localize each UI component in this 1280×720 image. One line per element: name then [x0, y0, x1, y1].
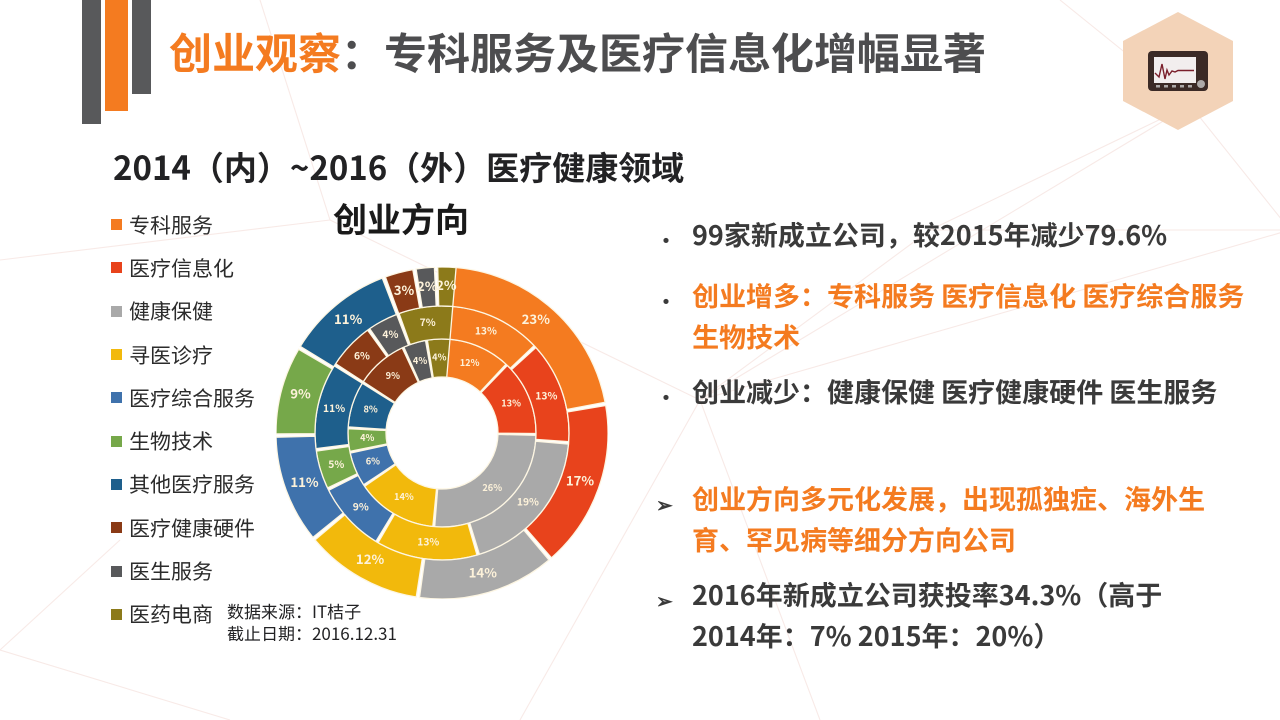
- svg-text:4%: 4%: [413, 353, 427, 367]
- svg-text:7%: 7%: [420, 314, 436, 329]
- svg-text:11%: 11%: [290, 472, 319, 491]
- svg-text:4%: 4%: [432, 350, 446, 364]
- svg-text:13%: 13%: [535, 387, 557, 402]
- svg-text:19%: 19%: [517, 493, 539, 508]
- svg-text:9%: 9%: [290, 384, 311, 403]
- svg-text:14%: 14%: [469, 562, 498, 581]
- svg-text:2%: 2%: [417, 276, 438, 295]
- svg-text:11%: 11%: [334, 309, 363, 328]
- svg-text:4%: 4%: [360, 430, 374, 444]
- svg-text:4%: 4%: [382, 326, 398, 341]
- svg-text:6%: 6%: [354, 348, 370, 363]
- svg-text:13%: 13%: [501, 395, 521, 409]
- svg-text:9%: 9%: [353, 499, 369, 514]
- svg-text:12%: 12%: [356, 549, 385, 568]
- svg-text:13%: 13%: [475, 322, 497, 337]
- svg-text:11%: 11%: [323, 400, 345, 415]
- svg-text:17%: 17%: [566, 471, 595, 490]
- svg-text:13%: 13%: [417, 533, 439, 548]
- svg-text:9%: 9%: [386, 368, 400, 382]
- svg-text:2%: 2%: [436, 275, 457, 294]
- svg-text:5%: 5%: [328, 456, 344, 471]
- svg-text:8%: 8%: [363, 402, 377, 416]
- svg-text:26%: 26%: [482, 480, 502, 494]
- svg-text:23%: 23%: [522, 309, 551, 328]
- svg-text:12%: 12%: [460, 355, 480, 369]
- svg-text:3%: 3%: [394, 280, 415, 299]
- svg-text:6%: 6%: [366, 454, 380, 468]
- svg-text:14%: 14%: [394, 489, 414, 503]
